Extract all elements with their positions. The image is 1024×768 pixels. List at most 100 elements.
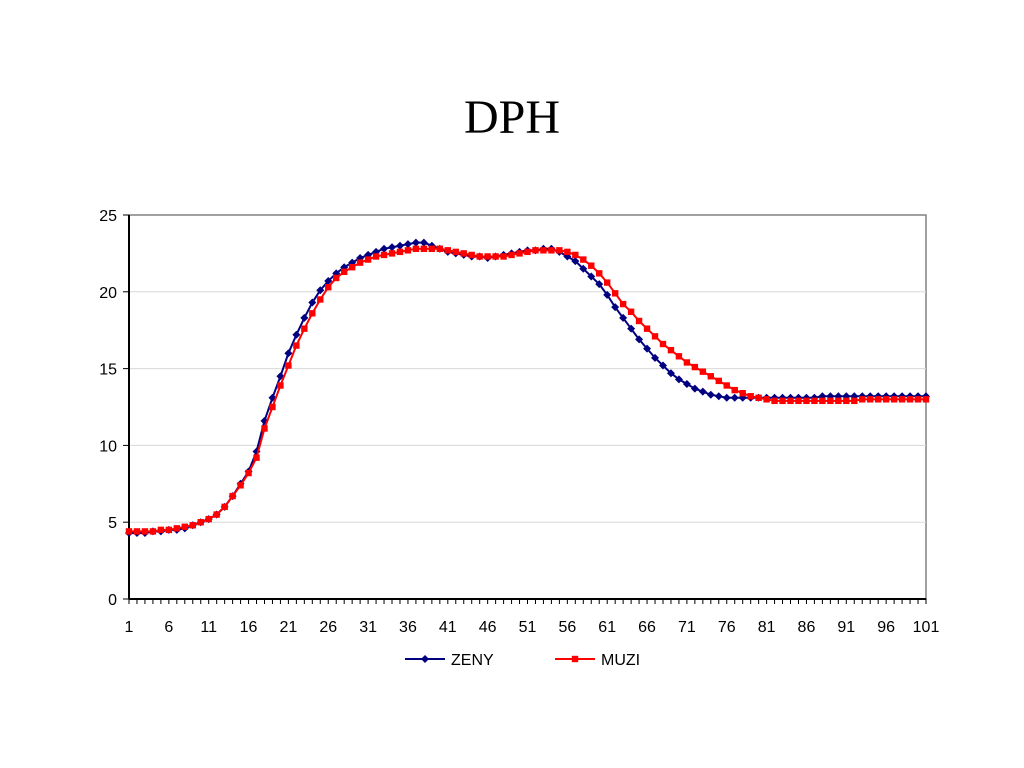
data-point-muzi [269, 403, 276, 411]
x-tick-label: 46 [479, 619, 497, 636]
x-tick-label: 11 [200, 619, 217, 636]
data-point-muzi [739, 389, 746, 397]
y-tick-label: 25 [99, 208, 117, 225]
data-point-muzi [604, 279, 611, 286]
data-point-zeny [666, 369, 675, 378]
legend-label-muzi: MUZI [601, 652, 640, 669]
data-point-muzi [890, 396, 898, 403]
data-point-muzi [540, 247, 547, 254]
data-point-muzi [763, 396, 770, 403]
data-point-zeny [388, 243, 397, 252]
data-point-zeny [722, 393, 731, 402]
data-point-muzi [667, 346, 675, 354]
data-point-muzi [843, 397, 850, 405]
data-point-muzi [213, 511, 220, 518]
data-point-muzi [635, 317, 643, 325]
legend-label-zeny: ZENY [451, 652, 494, 669]
data-point-muzi [452, 248, 459, 256]
data-point-muzi [643, 325, 651, 332]
x-tick-label: 56 [558, 619, 576, 636]
data-point-muzi [588, 262, 595, 269]
data-point-muzi [898, 396, 906, 403]
data-point-muzi [747, 393, 754, 400]
data-point-muzi [468, 251, 475, 259]
data-point-muzi [133, 528, 141, 535]
x-tick-label: 21 [280, 619, 298, 636]
data-point-muzi [508, 251, 515, 259]
data-point-muzi [181, 523, 188, 531]
data-point-muzi [532, 247, 539, 254]
data-point-zeny [284, 349, 293, 358]
x-tick-label: 41 [439, 619, 457, 636]
data-point-muzi [492, 253, 499, 260]
data-point-muzi [524, 248, 531, 256]
data-point-muzi [564, 248, 571, 256]
data-point-zeny [635, 335, 644, 344]
data-point-zeny [324, 277, 333, 286]
x-tick-label: 16 [240, 619, 258, 636]
data-point-muzi [819, 397, 826, 405]
data-point-muzi [851, 397, 858, 405]
data-point-muzi [827, 397, 834, 405]
data-point-zeny [611, 303, 620, 312]
data-point-muzi [396, 248, 404, 256]
y-tick-label: 0 [108, 592, 117, 609]
data-point-muzi [333, 274, 340, 282]
data-point-zeny [714, 392, 723, 401]
data-point-muzi [683, 359, 691, 366]
chart-title: DPH [463, 91, 561, 144]
data-point-muzi [572, 251, 579, 259]
data-point-zeny [300, 313, 309, 322]
data-point-muzi [149, 528, 157, 535]
x-tick-label: 101 [913, 619, 940, 636]
legend-marker-zeny [421, 655, 429, 663]
data-point-muzi [165, 526, 173, 534]
x-tick-label: 66 [638, 619, 656, 636]
data-point-muzi [707, 373, 715, 380]
data-point-muzi [229, 492, 236, 500]
data-point-muzi [189, 522, 196, 529]
data-point-zeny [403, 240, 412, 249]
data-point-muzi [500, 253, 507, 260]
data-point-zeny [674, 375, 683, 384]
data-point-muzi [293, 342, 300, 349]
data-point-muzi [715, 377, 722, 385]
data-point-zeny [395, 241, 404, 250]
data-point-muzi [197, 519, 204, 526]
data-point-muzi [436, 245, 444, 252]
data-point-muzi [125, 528, 133, 535]
x-tick-label: 91 [837, 619, 855, 636]
data-point-muzi [388, 250, 396, 257]
data-point-muzi [404, 247, 412, 254]
plot-area [128, 214, 927, 600]
data-point-muzi [651, 333, 659, 340]
data-point-zeny [627, 324, 636, 333]
data-point-muzi [580, 256, 587, 263]
data-point-zeny [698, 387, 707, 396]
data-point-muzi [301, 325, 308, 332]
data-point-muzi [340, 268, 348, 276]
data-point-muzi [285, 362, 292, 369]
data-point-zeny [651, 353, 660, 362]
data-point-muzi [556, 247, 563, 254]
y-tick-label: 10 [99, 438, 117, 455]
data-point-muzi [803, 397, 810, 405]
data-point-zeny [571, 257, 580, 266]
data-point-zeny [316, 286, 325, 295]
data-point-muzi [882, 396, 890, 403]
data-point-muzi [173, 525, 181, 532]
x-tick-label: 76 [718, 619, 736, 636]
data-point-muzi [795, 397, 802, 405]
y-tick-label: 15 [99, 362, 117, 379]
x-tick-label: 61 [598, 619, 616, 636]
data-point-muzi [476, 253, 483, 260]
data-point-muzi [699, 368, 707, 375]
data-point-muzi [779, 397, 786, 405]
x-tick-label: 86 [798, 619, 816, 636]
data-point-muzi [874, 396, 882, 403]
data-point-zeny [292, 330, 301, 339]
data-point-muzi [596, 270, 603, 277]
data-point-muzi [859, 396, 866, 403]
data-point-muzi [548, 247, 555, 254]
